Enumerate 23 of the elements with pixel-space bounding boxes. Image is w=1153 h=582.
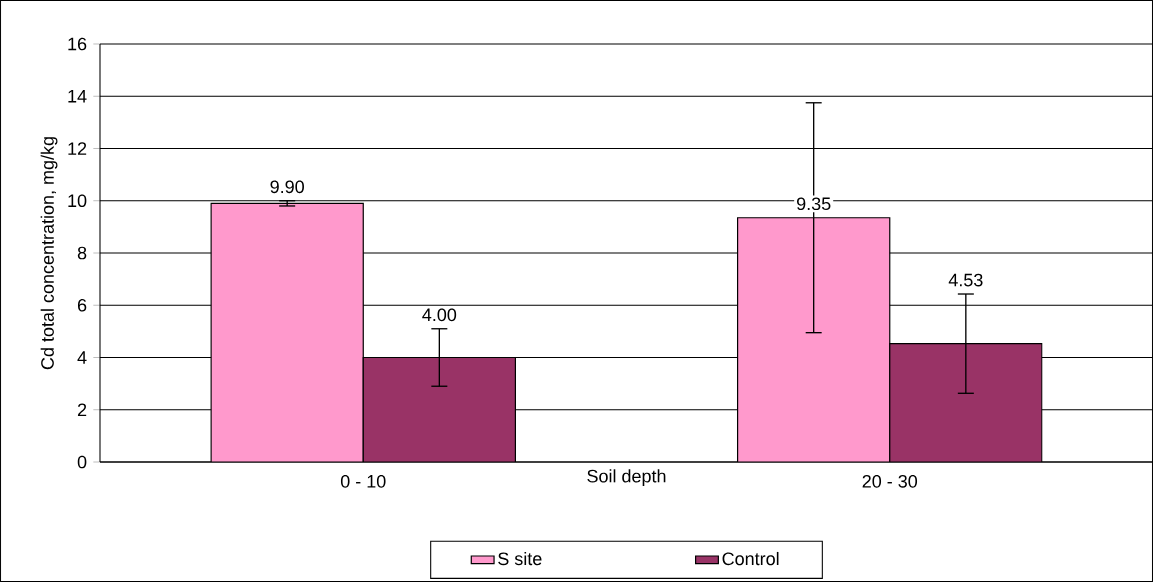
y-tick-label: 2 — [77, 403, 87, 417]
data-label: 4.53 — [948, 273, 983, 287]
data-label: 9.90 — [270, 180, 304, 194]
y-tick-label: 8 — [77, 246, 87, 260]
x-tick-label: 0 - 10 — [340, 474, 386, 488]
y-tick-label: 14 — [68, 90, 87, 103]
bar — [362, 356, 517, 462]
x-axis-title: Soil depth — [587, 469, 666, 487]
y-tick-label: 16 — [68, 37, 87, 51]
data-label: 9.35 — [797, 197, 831, 211]
data-label: 4.00 — [422, 308, 457, 322]
bar — [889, 343, 1043, 462]
y-tick-label: 12 — [68, 142, 87, 155]
y-tick-label: 4 — [77, 351, 87, 364]
legend-label: S site — [498, 551, 542, 566]
y-tick-label: 6 — [77, 298, 87, 312]
y-tick-label: 0 — [77, 455, 87, 469]
bar — [210, 202, 364, 462]
legend-label: Control — [722, 551, 779, 566]
bar — [737, 217, 891, 462]
x-tick-label: 20 - 30 — [862, 474, 918, 488]
y-axis-title: Cd total concentration, mg/kg — [40, 137, 58, 370]
y-tick-label: 10 — [68, 194, 87, 208]
